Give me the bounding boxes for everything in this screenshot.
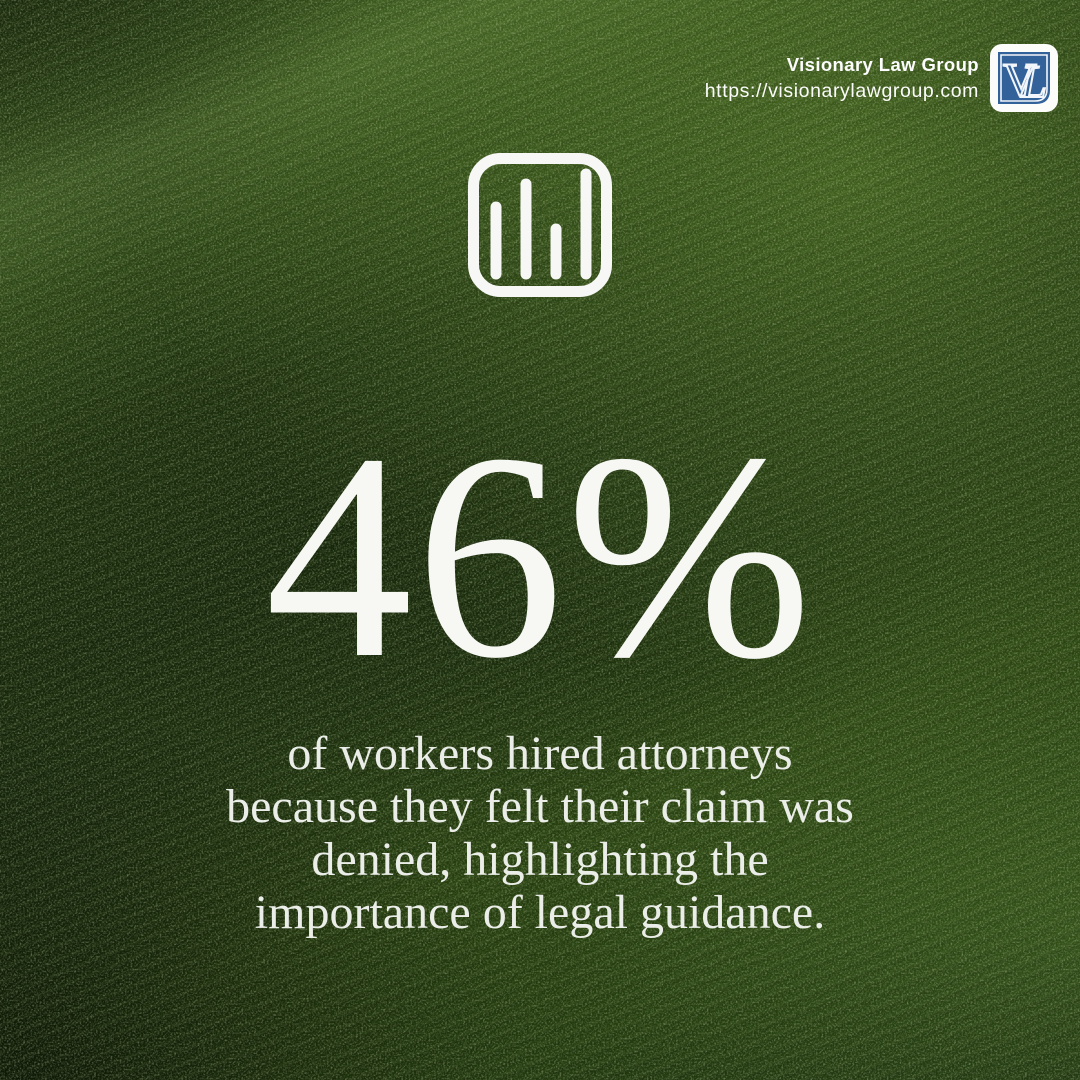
bar-chart-icon xyxy=(468,153,612,297)
stat-percentage: 46% xyxy=(265,392,815,719)
logo-letter-l: L xyxy=(1020,56,1047,108)
brand-text-block: Visionary Law Group https://visionarylaw… xyxy=(705,53,979,102)
header: Visionary Law Group https://visionarylaw… xyxy=(705,44,1058,112)
vl-monogram-icon[interactable]: V L xyxy=(990,44,1058,112)
stat-description: of workers hired attorneys because they … xyxy=(226,727,854,939)
brand-name: Visionary Law Group xyxy=(786,54,979,76)
brand-url-link[interactable]: https://visionarylawgroup.com xyxy=(704,79,979,102)
bar-chart-bars xyxy=(490,168,592,280)
